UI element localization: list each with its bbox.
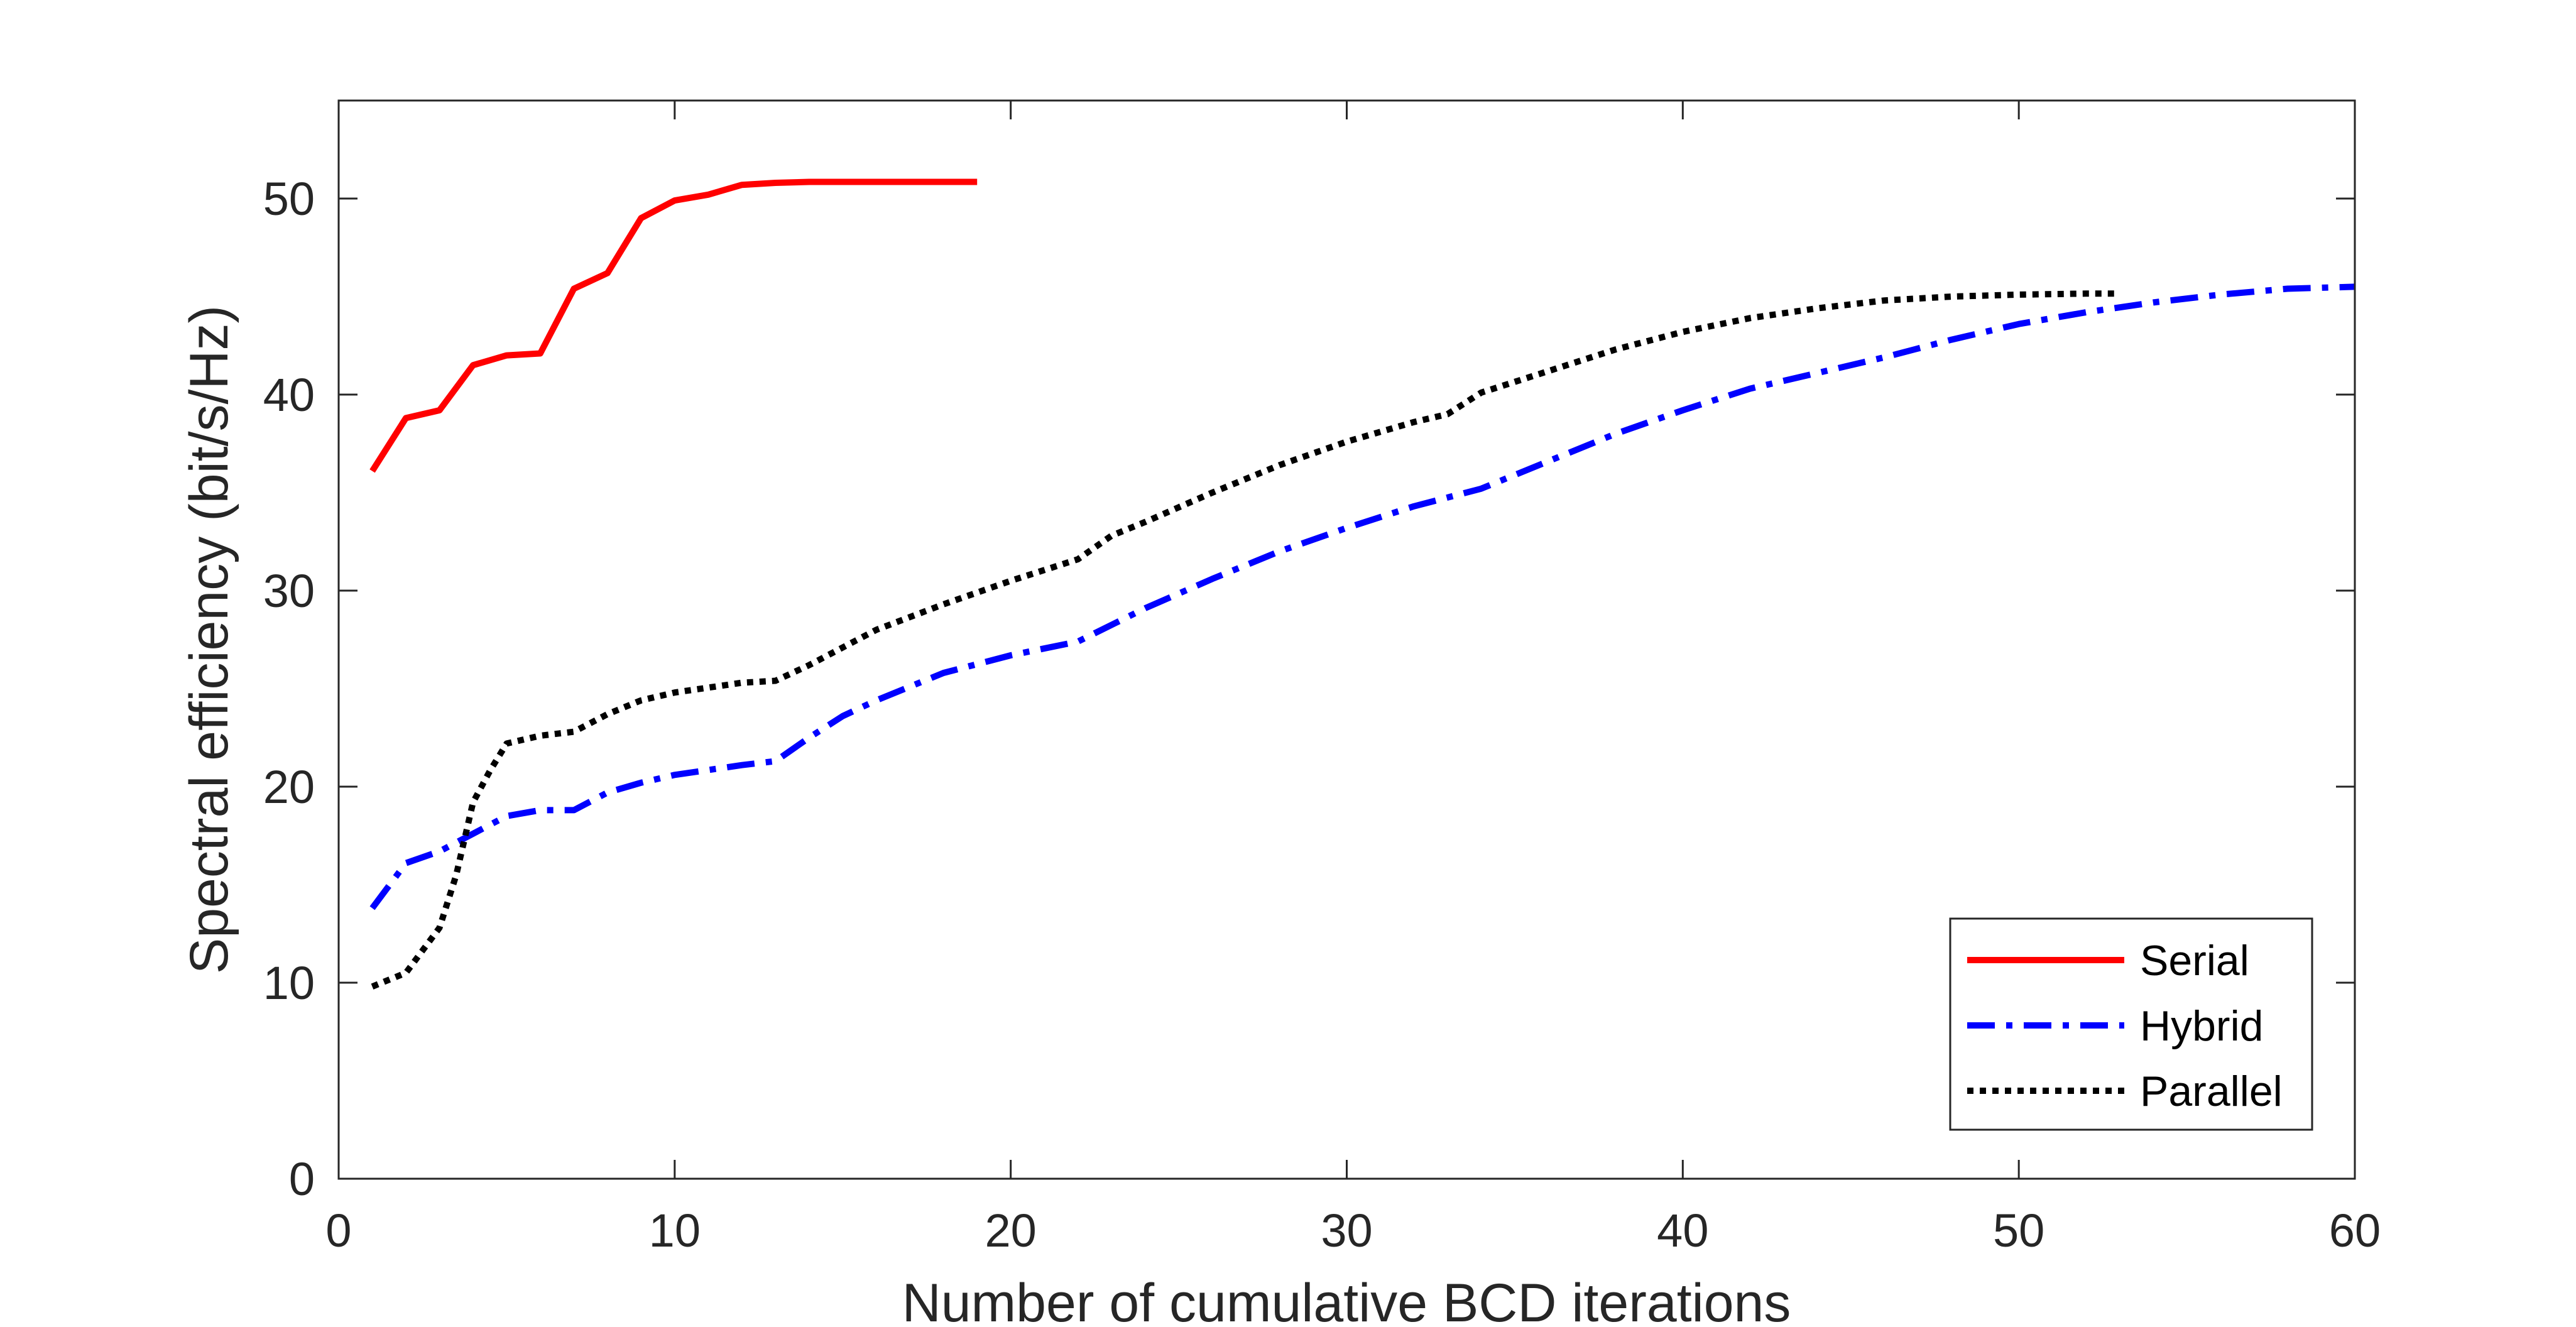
- x-tick-label: 60: [2329, 1204, 2381, 1257]
- legend-label-hybrid: Hybrid: [2140, 1002, 2264, 1050]
- x-tick-label: 30: [1321, 1204, 1372, 1257]
- y-tick-label: 50: [263, 173, 315, 225]
- legend-entries: Serial Hybrid Parallel: [1967, 937, 2283, 1115]
- series-group: [369, 178, 2355, 990]
- y-tick-label: 40: [263, 369, 315, 421]
- legend: Serial Hybrid Parallel: [1949, 917, 2313, 1131]
- legend-label-parallel: Parallel: [2140, 1068, 2283, 1115]
- tick-labels: 0 10 20 30 40 50 60 0 10 20 30 40 50: [263, 173, 2381, 1257]
- x-tick-label: 0: [325, 1204, 351, 1257]
- y-tick-label: 0: [289, 1153, 315, 1205]
- series-line-serial: [369, 178, 978, 473]
- plot-frame: [337, 99, 2356, 1180]
- x-axis-title: Number of cumulative BCD iterations: [902, 1273, 1791, 1327]
- y-tick-label: 20: [263, 761, 315, 813]
- series-line-hybrid: [369, 283, 2355, 910]
- x-tick-label: 10: [649, 1204, 701, 1257]
- x-tick-label: 40: [1657, 1204, 1708, 1257]
- legend-label-serial: Serial: [2140, 937, 2249, 985]
- y-tick-label: 10: [263, 957, 315, 1009]
- y-axis-title: Spectral efficiency (bit/s/Hz): [179, 305, 239, 974]
- x-tick-label: 50: [1993, 1204, 2044, 1257]
- y-tick-label: 30: [263, 565, 315, 617]
- series-line-parallel: [371, 290, 2120, 990]
- x-tick-label: 20: [985, 1204, 1037, 1257]
